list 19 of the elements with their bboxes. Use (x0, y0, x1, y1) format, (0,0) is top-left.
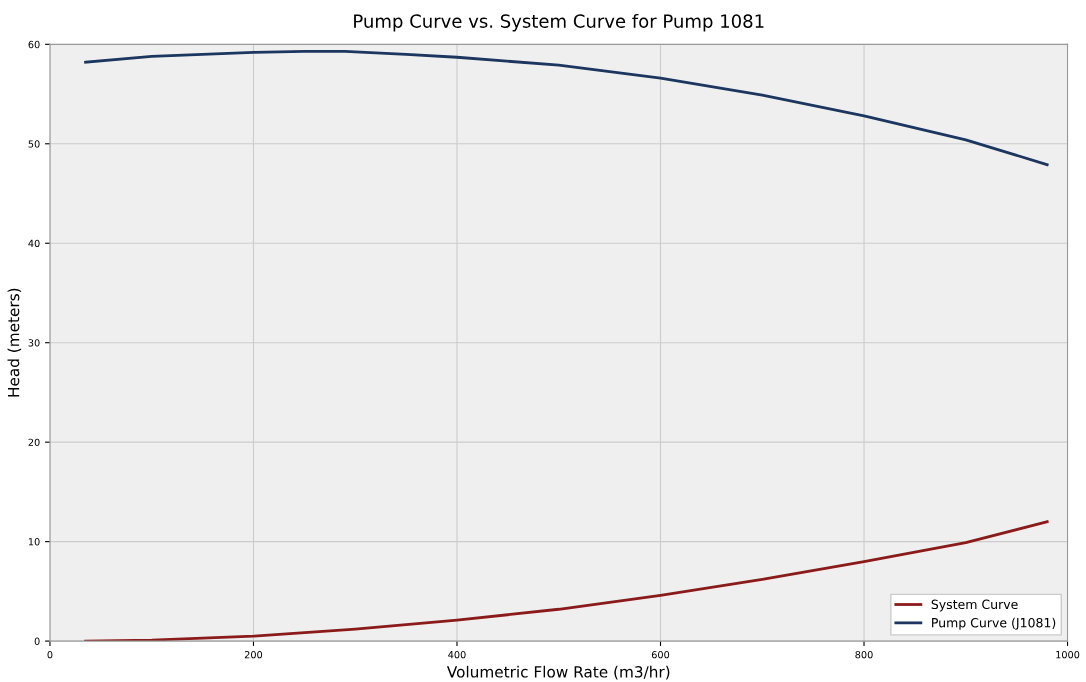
chart-title: Pump Curve vs. System Curve for Pump 1081 (354, 13, 764, 32)
line-series (84, 49, 1049, 167)
x-tick-label: 400 (448, 650, 466, 659)
y-tick-label: 50 (28, 140, 40, 148)
x-axis-title: Volumetric Flow Rate (m3/hr) (446, 665, 670, 680)
x-tick-label: 1000 (1056, 650, 1080, 659)
x-tick-label: 200 (244, 650, 263, 659)
y-tick-label: 10 (28, 538, 40, 546)
legend-label: Pump Curve (J1081) (932, 617, 1056, 630)
x-tick-label: 600 (651, 650, 670, 659)
y-tick-label: 60 (28, 40, 40, 49)
x-tick-label: 0 (47, 650, 53, 659)
y-tick-label: 0 (34, 637, 40, 645)
y-tick-label: 20 (28, 438, 40, 446)
x-tick-label: 800 (855, 650, 873, 659)
y-axis-title: Head (meters) (7, 288, 22, 397)
legend-label: System Curve (931, 599, 1018, 612)
y-tick-label: 30 (28, 339, 40, 347)
y-tick-label: 40 (28, 239, 40, 248)
